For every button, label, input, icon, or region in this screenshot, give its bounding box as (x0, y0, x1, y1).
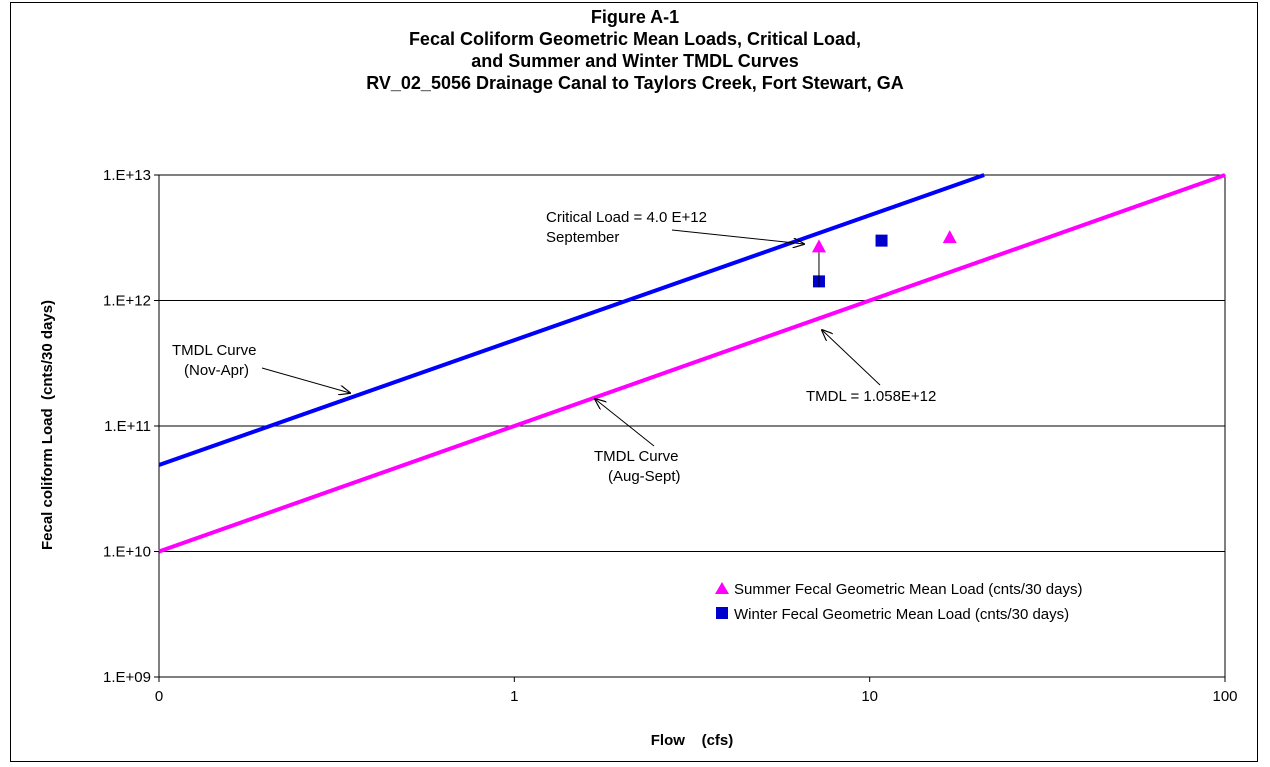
y-tick-label: 1.E+12 (103, 293, 151, 310)
chart-title-line-4: RV_02_5056 Drainage Canal to Taylors Cre… (366, 73, 904, 93)
critical-load-text: Critical Load = 4.0 E+12 (546, 209, 707, 226)
curve-layer (158, 173, 1226, 554)
tmdl-value-annotation: TMDL = 1.058E+12 (806, 330, 936, 405)
legend-summer-label: Summer Fecal Geometric Mean Load (cnts/3… (734, 581, 1082, 598)
summer-data-point (942, 230, 957, 244)
legend: Summer Fecal Geometric Mean Load (cnts/3… (715, 581, 1082, 623)
winter-curve-annotation: TMDL Curve (Nov-Apr) (172, 342, 350, 393)
winter-curve-arrow (261, 367, 350, 393)
x-tick-label: 100 (1212, 688, 1237, 705)
winter-curve-label: TMDL Curve (172, 342, 256, 359)
summer-curve-annotation: TMDL Curve (Aug-Sept) (594, 399, 681, 485)
summer-curve-arrow (595, 399, 655, 447)
summer-curve-label: TMDL Curve (594, 448, 678, 465)
x-tick-label: 1 (510, 688, 518, 705)
y-tick-label: 1.E+09 (103, 669, 151, 686)
chart-title-line-2: Fecal Coliform Geometric Mean Loads, Cri… (409, 29, 861, 49)
critical-load-arrow (671, 229, 804, 244)
chart-title-line-1: Figure A-1 (591, 7, 679, 27)
x-axis-title: Flow (cfs) (651, 732, 734, 749)
summer-curve-period: (Aug-Sept) (608, 468, 681, 485)
y-tick-label: 1.E+10 (103, 544, 151, 561)
tmdl-value-text: TMDL = 1.058E+12 (806, 388, 936, 405)
critical-load-month-text: September (546, 229, 619, 246)
legend-winter-marker (716, 607, 728, 619)
chart-title-line-3: and Summer and Winter TMDL Curves (471, 51, 799, 71)
winter-tmdl-curve (158, 173, 985, 467)
summer-tmdl-curve (158, 173, 1226, 554)
marker-layer (811, 230, 957, 288)
legend-winter-label: Winter Fecal Geometric Mean Load (cnts/3… (734, 606, 1069, 623)
critical-load-annotation: Critical Load = 4.0 E+12 September (546, 209, 804, 246)
y-tick-label: 1.E+13 (103, 167, 151, 184)
x-tick-label: 10 (861, 688, 878, 705)
tmdl-value-arrow (822, 330, 881, 386)
legend-summer-marker (715, 582, 729, 594)
tick-layer: 1.E+09 1.E+10 1.E+11 1.E+12 1.E+13 0 1 10 100 (103, 167, 1237, 705)
winter-data-point (875, 234, 888, 247)
y-axis-title: Fecal coliform Load (cnts/30 days) (39, 300, 56, 550)
grid-layer (158, 174, 1226, 678)
summer-data-point (811, 239, 826, 253)
x-tick-label: 0 (155, 688, 163, 705)
y-tick-label: 1.E+11 (104, 418, 151, 435)
winter-curve-period: (Nov-Apr) (184, 362, 249, 379)
